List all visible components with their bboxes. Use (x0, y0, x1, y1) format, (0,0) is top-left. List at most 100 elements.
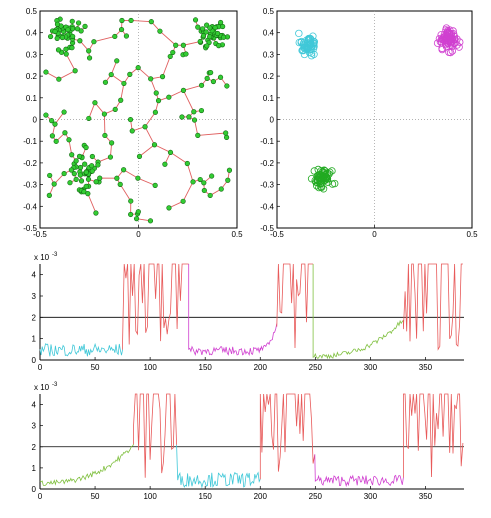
graph-node (152, 182, 158, 188)
graph-node (197, 176, 203, 183)
graph-node (74, 26, 80, 32)
y-tick-label: 4 (32, 271, 37, 280)
cluster-point (306, 40, 314, 48)
cluster-point (319, 168, 328, 177)
x-tick-label: 0.5 (466, 230, 478, 239)
graph-node (118, 97, 124, 103)
series-segment-magenta (259, 323, 278, 352)
cluster-point (435, 34, 444, 43)
graph-node (63, 46, 69, 52)
graph-edge (186, 163, 194, 182)
graph-edge (103, 114, 106, 136)
scatter-panel-2: -0.5 0 0.5 0.5 0.4 0.3 0.2 0.1 0 -0.1 -0.2 -0.3 -0.4… (260, 7, 478, 239)
graph-node (135, 175, 141, 181)
graph-node (198, 82, 205, 88)
y-tick-label: 3 (32, 292, 37, 301)
x-tick-label: 100 (143, 363, 157, 372)
y-tick-label: 0 (270, 116, 275, 125)
y-tick-label: 0.2 (263, 72, 275, 81)
axis-multiplier-exponent: -3 (52, 382, 58, 388)
x-tick-label: 200 (254, 492, 268, 501)
cluster-point (444, 33, 453, 42)
series-segment-magenta (188, 264, 261, 357)
graph-node (85, 191, 91, 197)
graph-node (225, 177, 231, 183)
cluster-point (312, 178, 320, 186)
cluster-point (309, 32, 317, 40)
y-tick-label: 2 (32, 313, 37, 322)
graph-node (69, 152, 75, 158)
graph-node (86, 48, 92, 54)
graph-node (198, 107, 205, 114)
axis-multiplier: x 10 (34, 383, 50, 392)
cluster-point (438, 45, 446, 54)
graph-node (204, 22, 210, 28)
x-tick-label: 350 (419, 492, 433, 501)
y-tick-label: 0.5 (263, 7, 275, 16)
graph-node (191, 117, 198, 123)
graph-node (128, 17, 134, 24)
x-tick-label: 0 (136, 230, 141, 239)
graph-node (152, 109, 158, 115)
graph-node (192, 17, 199, 23)
graph-node (147, 218, 154, 224)
graph-node (93, 210, 99, 216)
graph-node (151, 142, 158, 148)
x-tick-label: 150 (199, 492, 213, 501)
y-tick-label: -0.4 (23, 202, 37, 211)
graph-node (208, 69, 214, 76)
graph-node (114, 175, 120, 181)
graph-edge (123, 169, 139, 179)
y-tick-label: -0.5 (23, 224, 37, 233)
graph-node (179, 114, 185, 120)
graph-node (70, 33, 76, 40)
graph-node (121, 80, 127, 87)
graph-edge (159, 30, 177, 46)
graph-edge (182, 181, 194, 202)
y-tick-label: 0.3 (263, 50, 275, 59)
axis-multiplier-exponent: -3 (52, 252, 58, 258)
graph-node (224, 83, 230, 89)
y-tick-label: -0.1 (23, 137, 37, 146)
cluster-point (309, 39, 318, 48)
graph-node (203, 29, 209, 35)
graph-edge (137, 177, 156, 186)
graph-node (180, 42, 186, 48)
graph-node (119, 17, 125, 24)
cluster-point (448, 47, 457, 55)
graph-node (77, 172, 83, 178)
x-tick-label: 50 (91, 492, 100, 501)
cluster-point (442, 24, 451, 32)
graph-node (121, 167, 127, 173)
graph-node (49, 133, 55, 139)
graph-node (135, 209, 141, 215)
graph-node (195, 132, 201, 138)
graph-node (223, 134, 230, 140)
series-segment-red (259, 393, 316, 480)
graph-node (71, 171, 77, 177)
graph-node (210, 78, 217, 85)
graph-node (136, 153, 143, 160)
graph-node (82, 23, 88, 29)
graph-node (142, 124, 148, 130)
graph-node (112, 106, 118, 113)
cluster-point (297, 37, 306, 46)
graph-edge (144, 112, 156, 128)
graph-node (102, 132, 108, 139)
graph-edge (87, 193, 97, 214)
x-tick-label: 0 (38, 492, 43, 501)
x-tick-label: -0.5 (33, 230, 47, 239)
cluster-point (433, 39, 442, 47)
graph-node (73, 176, 79, 182)
x-tick-label: 100 (143, 492, 157, 501)
graph-node (123, 33, 130, 39)
x-tick-label: 250 (309, 363, 323, 372)
graph-edge (120, 83, 125, 101)
graph-node (76, 20, 82, 26)
graph-node (82, 161, 88, 167)
y-tick-label: -0.2 (23, 159, 37, 168)
y-tick-label: -0.3 (23, 181, 37, 190)
graph-node (46, 192, 52, 198)
series-segment-red (402, 263, 463, 351)
